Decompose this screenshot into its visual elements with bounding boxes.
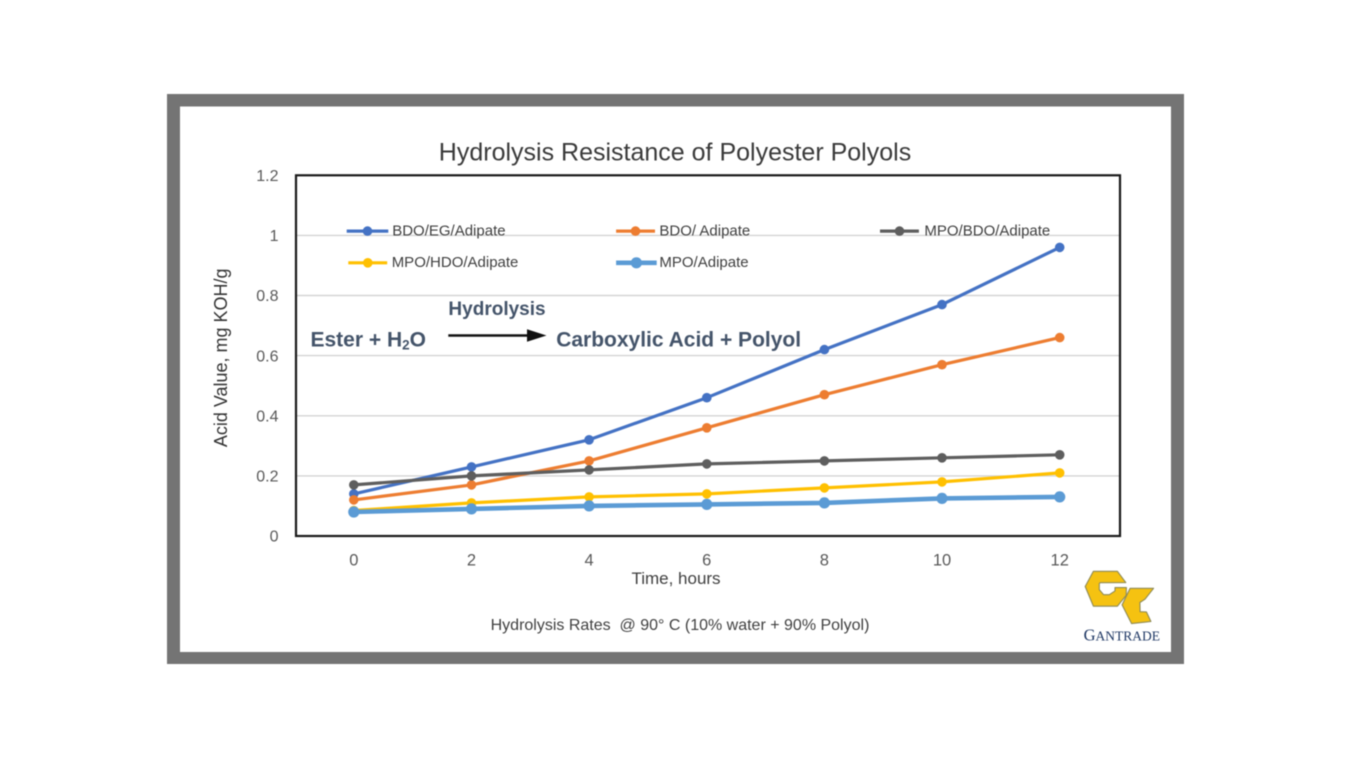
svg-text:1.2: 1.2 — [256, 168, 278, 185]
svg-text:6: 6 — [702, 551, 711, 569]
svg-text:BDO/ Adipate: BDO/ Adipate — [659, 222, 750, 239]
svg-text:0.6: 0.6 — [256, 348, 278, 365]
svg-text:MPO/Adipate: MPO/Adipate — [659, 254, 748, 271]
svg-text:Carboxylic Acid + Polyol: Carboxylic Acid + Polyol — [556, 329, 801, 352]
svg-text:0: 0 — [270, 529, 279, 546]
svg-text:BDO/EG/Adipate: BDO/EG/Adipate — [392, 222, 505, 239]
svg-text:0.2: 0.2 — [256, 468, 278, 485]
svg-text:12: 12 — [1051, 551, 1069, 569]
svg-text:Acid Value, mg KOH/g: Acid Value, mg KOH/g — [211, 268, 231, 447]
svg-text:1: 1 — [270, 228, 279, 245]
svg-text:8: 8 — [820, 551, 829, 569]
svg-text:0.4: 0.4 — [256, 408, 278, 425]
svg-text:Hydrolysis Rates @ 90° C (10%: Hydrolysis Rates @ 90° C (10% water + 90… — [491, 617, 870, 634]
svg-text:10: 10 — [933, 551, 951, 569]
svg-text:GANTRADE: GANTRADE — [1084, 626, 1160, 645]
svg-text:0: 0 — [349, 551, 358, 569]
svg-text:Ester + H2O: Ester + H2O — [311, 328, 427, 352]
svg-text:0.8: 0.8 — [256, 288, 278, 305]
svg-text:2: 2 — [467, 551, 476, 569]
svg-text:Time, hours: Time, hours — [631, 569, 720, 588]
svg-text:MPO/HDO/Adipate: MPO/HDO/Adipate — [392, 254, 519, 271]
svg-text:MPO/BDO/Adipate: MPO/BDO/Adipate — [924, 222, 1050, 239]
svg-text:4: 4 — [585, 551, 594, 569]
svg-text:Hydrolysis Resistance of Polye: Hydrolysis Resistance of Polyester Polyo… — [439, 139, 911, 167]
svg-text:Hydrolysis: Hydrolysis — [448, 299, 545, 320]
